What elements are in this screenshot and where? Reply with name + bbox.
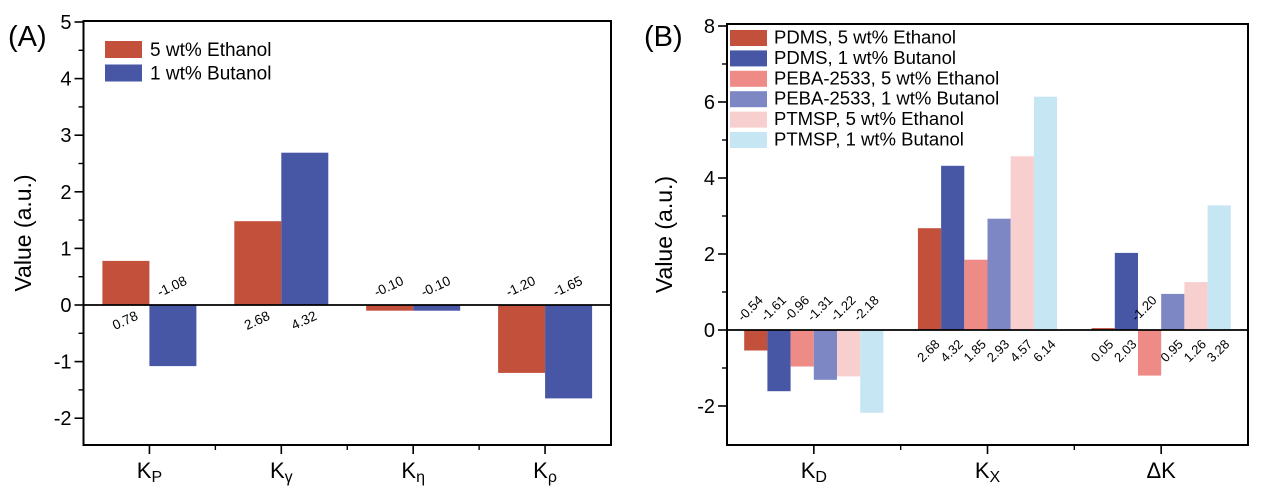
y-tick-label: 2 [704,244,715,266]
value-label-A-s1-c1: 4.32 [289,308,319,333]
bar-B-s2-c0 [790,330,814,367]
value-label-B-s3-c1: 2.93 [984,337,1013,366]
value-label-B-s1-c2: 2.03 [1111,337,1140,366]
bar-B-s0-c1 [917,228,942,330]
bar-B-s1-c1 [941,165,965,330]
bar-B-s0-c0 [744,330,768,351]
bar-B-s4-c2 [1184,282,1208,330]
bar-A-s0-c3 [498,305,546,373]
y-tick-label: 4 [704,168,715,190]
legend-swatch [730,50,767,67]
legend-label: PDMS, 1 wt% Butanol [774,47,956,68]
legend-label: PDMS, 5 wt% Ethanol [774,27,956,48]
value-label-B-s2-c1: 1.85 [961,337,990,366]
bar-B-s2-c2 [1138,330,1162,376]
bar-A-s0-c0 [102,260,150,305]
legend-label: PTMSP, 5 wt% Ethanol [774,108,964,129]
value-label-A-s0-c1: 2.68 [242,308,272,333]
value-label-B-s4-c0: -1.22 [827,293,859,325]
x-category-label: ΔK [1146,458,1176,483]
panel-letter: (A) [8,21,47,53]
x-category-label: KX [975,458,1001,486]
bar-B-s1-c2 [1114,252,1138,330]
bar-A-s1-c0 [149,305,197,367]
y-tick-label: 3 [60,125,71,147]
bar-B-s4-c0 [837,330,861,377]
value-label-A-s1-c2: -0.10 [419,273,453,300]
bar-A-s0-c1 [234,221,282,305]
y-tick-label: -2 [697,396,715,418]
legend-swatch [730,30,767,46]
value-label-A-s0-c0: 0.78 [110,308,140,333]
y-tick-label: 8 [704,16,715,38]
value-label-A-s0-c2: -0.10 [372,273,406,300]
value-label-B-s1-c0: -1.61 [758,293,790,325]
panel-A: 5 4 3 2 1 0 -1 -2 KP Kγ Kη Kρ 0.78 2.68 -0.10 -1.20 -1.0… [8,12,612,486]
value-label-B-s2-c0: -0.96 [781,293,813,325]
bar-B-s5-c1 [1033,96,1058,330]
bar-A-s1-c1 [281,152,329,305]
value-label-B-s1-c1: 4.32 [937,337,966,366]
bar-B-s5-c0 [860,330,884,413]
value-label-B-s5-c1: 6.14 [1030,337,1059,366]
value-label-B-s0-c0: -0.54 [734,293,766,325]
y-axis-title: Value (a.u.) [651,176,677,293]
legend-label: PTMSP, 1 wt% Butanol [774,129,964,150]
y-tick-label: 0 [704,320,715,342]
y-tick-label: 0 [60,295,71,317]
legend-label: PEBA-2533, 1 wt% Butanol [774,88,999,109]
y-tick-label: 1 [60,238,71,260]
bar-A-s1-c3 [545,305,593,399]
bar-A-s1-c2 [413,305,461,311]
legend-swatch [105,64,142,82]
y-tick-label: 2 [60,182,71,204]
legend-swatch [730,132,767,148]
value-label-B-s4-c1: 4.57 [1007,337,1036,366]
x-category-label: KD [801,458,827,486]
bar-B-s2-c1 [964,259,988,330]
legend-swatch [105,41,142,58]
y-tick-label: 5 [60,12,71,34]
value-label-A-s0-c3: -1.20 [504,273,538,300]
legend-swatch [730,70,767,87]
bar-B-s5-c2 [1207,205,1231,330]
y-axis-title: Value (a.u.) [10,174,36,291]
value-label-B-s3-c0: -1.31 [804,293,836,325]
value-label-B-s4-c2: 1.26 [1181,337,1210,366]
bar-B-s3-c0 [813,330,837,380]
bar-B-s1-c0 [767,330,791,392]
x-category-label: Kη [401,458,425,486]
x-category-label: Kρ [533,458,557,486]
x-category-label: Kγ [270,458,293,486]
legend-swatch [730,91,767,108]
panel-B: 8 6 4 2 0 -2 KD KX ΔK -0.54 2.68 0.05 -1.61 4.32 2.03 -… [644,16,1249,486]
y-tick-label: 6 [704,92,715,114]
value-label-B-s0-c2: 0.05 [1088,337,1117,366]
value-label-A-s1-c3: -1.65 [551,273,585,300]
plot-frame [82,20,612,446]
bar-A-s0-c2 [366,305,414,311]
legend-swatch [730,111,767,128]
legend-label: 5 wt% Ethanol [150,40,271,61]
bar-B-s3-c2 [1161,293,1185,330]
value-label-B-s0-c1: 2.68 [914,337,943,366]
x-category-label: KP [137,458,162,486]
bar-B-s3-c1 [987,218,1011,330]
y-tick-label: 4 [60,69,71,91]
legend-label: 1 wt% Butanol [150,64,271,85]
value-label-B-s5-c2: 3.28 [1204,337,1233,366]
y-tick-label: -2 [54,408,72,430]
panel-letter: (B) [644,21,683,53]
legend-label: PEBA-2533, 5 wt% Ethanol [774,67,999,88]
y-tick-label: -1 [54,352,72,374]
bar-B-s4-c1 [1010,156,1034,330]
value-label-B-s5-c0: -2.18 [850,293,882,325]
bar-B-s0-c2 [1091,328,1115,330]
value-label-B-s3-c2: 0.95 [1157,337,1186,366]
value-label-A-s1-c0: -1.08 [155,273,189,300]
